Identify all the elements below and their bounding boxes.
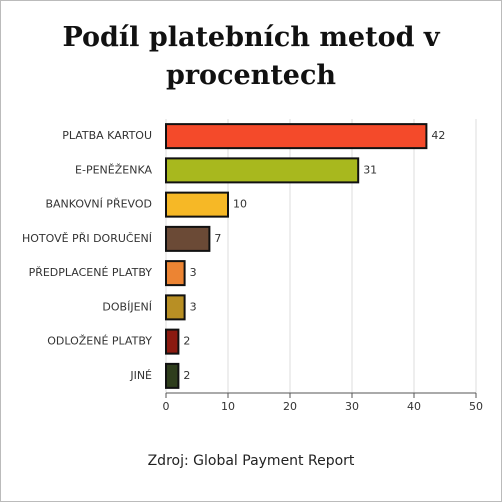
chart-title: Podíl platebních metod v procentech [62,22,440,91]
bar [165,157,360,184]
y-tick-label: BANKOVNÍ PŘEVOD [45,198,152,211]
bar [165,225,211,252]
value-label: 3 [190,300,197,313]
y-tick-label: PŘEDPLACENÉ PLATBY [29,266,153,279]
bar [165,191,229,218]
bar [165,294,186,321]
x-tick-label: 20 [283,400,297,413]
bar [165,123,428,150]
bar [165,328,180,355]
y-tick-label: HOTOVĚ PŘI DORUČENÍ [22,232,152,245]
y-tick-label: DOBÍJENÍ [102,300,152,313]
y-tick-label: PLATBA KARTOU [62,129,152,142]
y-tick-label: E-PENĚŽENKA [75,163,152,176]
x-tick-label: 50 [469,400,483,413]
value-label: 31 [363,163,377,176]
source-note: Zdroj: Global Payment Report [147,453,355,469]
x-tick-label: 40 [407,400,421,413]
x-tick-label: 30 [345,400,359,413]
x-tick-label: 0 [163,400,170,413]
x-tick-label: 10 [221,400,235,413]
y-tick-label: ODLOŽENÉ PLATBY [47,335,152,348]
value-label: 42 [431,129,445,142]
bar [165,362,180,389]
value-label: 10 [233,198,247,211]
y-tick-label: JINÉ [129,369,152,382]
bar [165,260,186,287]
value-label: 7 [214,232,221,245]
value-label: 2 [183,369,190,382]
value-label: 3 [190,266,197,279]
value-label: 2 [183,335,190,348]
